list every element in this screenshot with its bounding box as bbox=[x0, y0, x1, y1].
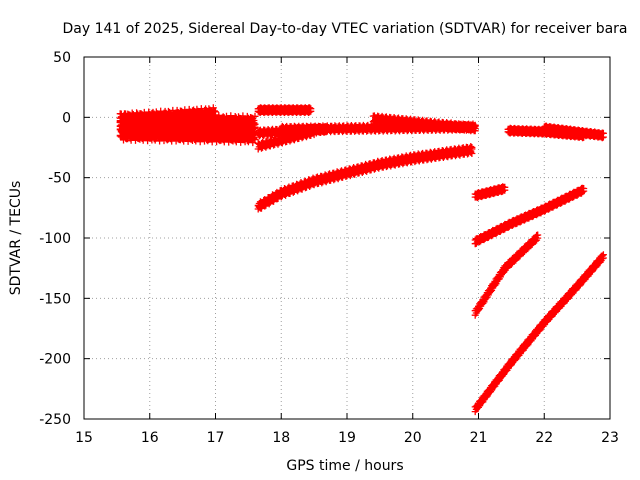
data-series-arc-k bbox=[471, 184, 588, 248]
x-tick-label: 20 bbox=[404, 430, 422, 446]
y-tick-label: -200 bbox=[39, 352, 71, 368]
x-tick-label: 21 bbox=[470, 430, 488, 446]
data-series-band-a2 bbox=[116, 104, 219, 132]
y-tick-label: -250 bbox=[39, 412, 71, 428]
x-tick-label: 19 bbox=[338, 430, 356, 446]
y-tick-label: 0 bbox=[62, 110, 71, 126]
chart-title: Day 141 of 2025, Sidereal Day-to-day VTE… bbox=[62, 21, 627, 37]
y-tick-label: 50 bbox=[53, 50, 71, 66]
data-series-arc-h bbox=[471, 183, 509, 202]
y-tick-label: -150 bbox=[39, 291, 71, 307]
data-series-arc-g bbox=[254, 143, 476, 213]
axis-ticks: 15 16 17 18 19 20 21 22 23 50 0 -50 -100 -150 -200 -250 bbox=[39, 50, 619, 446]
x-tick-label: 22 bbox=[535, 430, 553, 446]
y-tick-label: -100 bbox=[39, 231, 71, 247]
data-series-arc-f bbox=[254, 126, 318, 153]
data-series-arc-m bbox=[471, 251, 607, 416]
data-series-arc-l bbox=[471, 231, 542, 319]
data-markers bbox=[116, 104, 607, 416]
y-axis-label: SDTVAR / TECUs bbox=[8, 181, 24, 296]
x-tick-label: 17 bbox=[207, 430, 225, 446]
data-series-arc-b bbox=[254, 104, 315, 116]
x-tick-label: 16 bbox=[141, 430, 159, 446]
x-tick-label: 18 bbox=[272, 430, 290, 446]
data-series-arc-e bbox=[369, 112, 479, 135]
x-tick-label: 23 bbox=[601, 430, 619, 446]
x-tick-label: 15 bbox=[75, 430, 93, 446]
y-tick-label: -50 bbox=[48, 171, 71, 187]
data-series-arc-j bbox=[540, 122, 607, 142]
x-axis-label: GPS time / hours bbox=[286, 458, 403, 474]
